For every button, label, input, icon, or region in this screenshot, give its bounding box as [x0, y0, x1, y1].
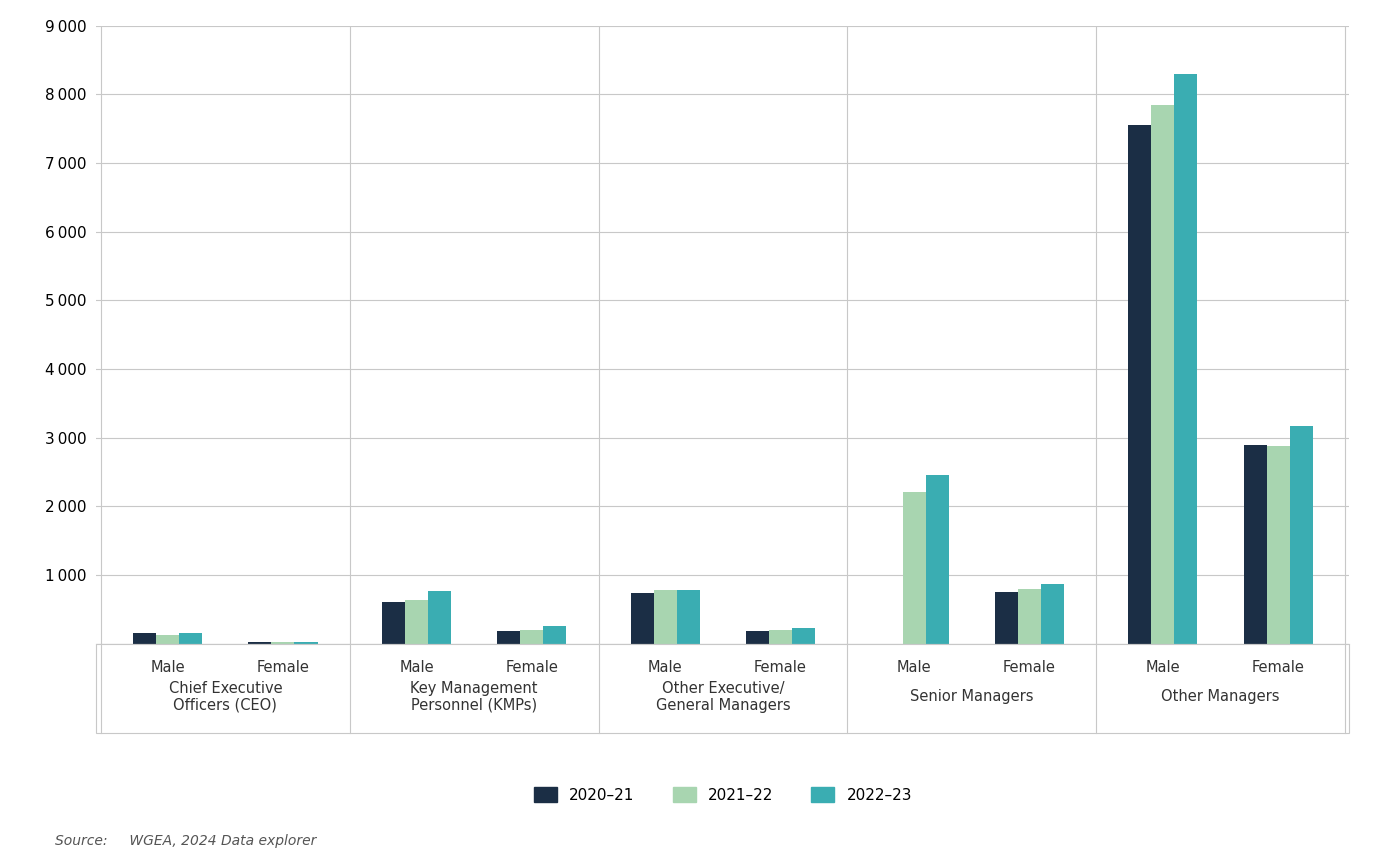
- Bar: [654, 590, 677, 644]
- Text: Other Managers: Other Managers: [1161, 689, 1279, 704]
- Bar: [544, 626, 566, 644]
- Bar: [497, 631, 521, 644]
- Bar: [1267, 446, 1290, 644]
- Bar: [156, 635, 179, 644]
- Bar: [677, 590, 700, 644]
- Bar: [994, 592, 1018, 644]
- Text: Source:     WGEA, 2024 Data explorer: Source: WGEA, 2024 Data explorer: [55, 834, 317, 848]
- Bar: [271, 642, 295, 644]
- Bar: [1018, 589, 1041, 644]
- Bar: [295, 642, 318, 644]
- Bar: [405, 600, 428, 644]
- Bar: [428, 591, 452, 644]
- Bar: [902, 492, 925, 644]
- Bar: [768, 631, 792, 644]
- Text: Female: Female: [256, 660, 310, 675]
- Bar: [1290, 426, 1312, 644]
- Bar: [1151, 105, 1175, 644]
- Bar: [746, 631, 768, 644]
- Legend: 2020–21, 2021–22, 2022–23: 2020–21, 2021–22, 2022–23: [527, 781, 918, 809]
- Bar: [96, 644, 1349, 733]
- Bar: [381, 602, 405, 644]
- Text: Personnel (KMPs): Personnel (KMPs): [412, 698, 537, 713]
- Bar: [521, 630, 544, 644]
- Text: Senior Managers: Senior Managers: [910, 689, 1034, 704]
- Text: Female: Female: [755, 660, 807, 675]
- Text: Male: Male: [649, 660, 683, 675]
- Text: Male: Male: [896, 660, 931, 675]
- Bar: [1175, 74, 1198, 644]
- Bar: [792, 628, 815, 644]
- Text: Chief Executive: Chief Executive: [168, 680, 282, 696]
- Text: Female: Female: [1002, 660, 1056, 675]
- Bar: [179, 633, 202, 644]
- Text: Male: Male: [399, 660, 434, 675]
- Bar: [1243, 445, 1267, 644]
- Text: Key Management: Key Management: [410, 680, 538, 696]
- Bar: [925, 475, 949, 644]
- Bar: [134, 633, 156, 644]
- Text: Male: Male: [150, 660, 185, 675]
- Text: Male: Male: [1146, 660, 1180, 675]
- Bar: [248, 642, 271, 644]
- Bar: [1041, 584, 1064, 644]
- Text: Officers (CEO): Officers (CEO): [174, 698, 277, 713]
- Text: Other Executive/: Other Executive/: [662, 680, 784, 696]
- Text: Female: Female: [505, 660, 558, 675]
- Text: General Managers: General Managers: [655, 698, 790, 713]
- Bar: [1128, 125, 1151, 644]
- Text: Female: Female: [1252, 660, 1304, 675]
- Bar: [631, 594, 654, 644]
